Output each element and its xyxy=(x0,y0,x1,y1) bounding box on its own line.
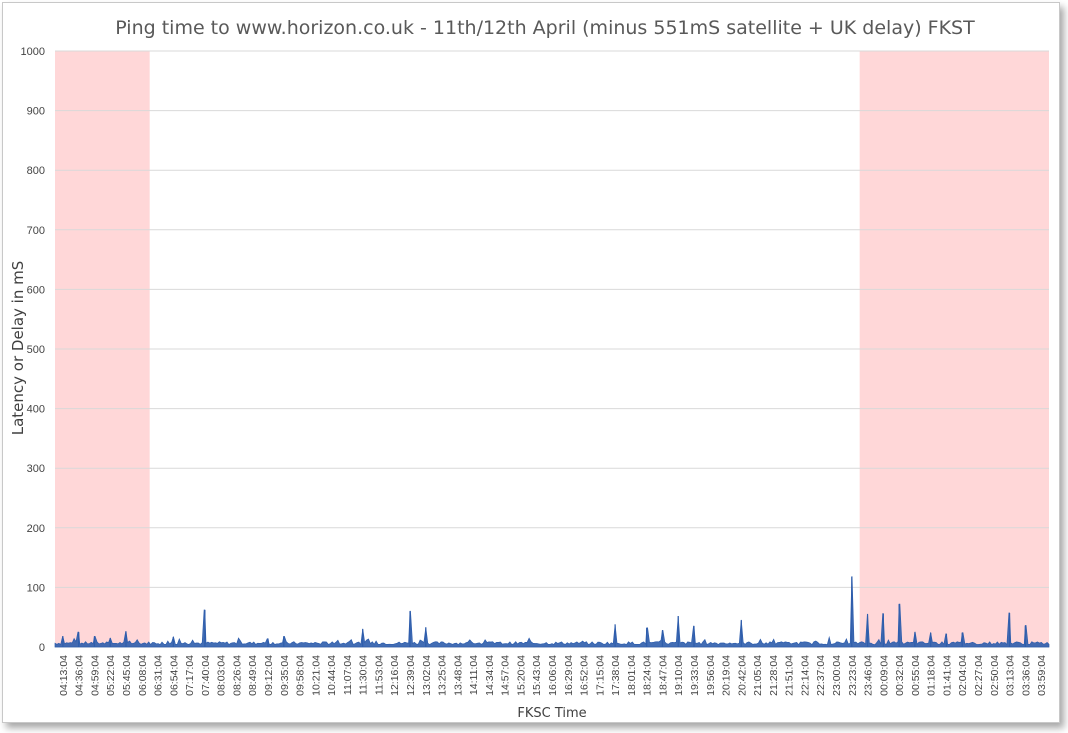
x-tick-label: 00:32:04 xyxy=(894,655,906,696)
y-tick-label: 500 xyxy=(27,344,45,356)
x-tick-label: 07:40:04 xyxy=(200,655,212,696)
x-tick-label: 16:29:04 xyxy=(563,655,575,696)
x-tick-label: 13:48:04 xyxy=(452,655,464,696)
x-tick-label: 23:46:04 xyxy=(863,655,875,696)
x-tick-label: 15:43:04 xyxy=(531,655,543,696)
x-axis-label: FKSC Time xyxy=(517,706,586,721)
x-tick-label: 16:52:04 xyxy=(579,655,591,696)
x-tick-label: 03:36:04 xyxy=(1020,655,1032,696)
x-tick-label: 02:04:04 xyxy=(957,655,969,696)
x-tick-label: 12:39:04 xyxy=(405,655,417,696)
x-tick-label: 09:35:04 xyxy=(279,655,291,696)
x-tick-label: 20:42:04 xyxy=(736,655,748,696)
x-tick-label: 15:20:04 xyxy=(515,655,527,696)
x-tick-label: 01:41:04 xyxy=(941,655,953,696)
x-tick-label: 14:11:04 xyxy=(468,655,480,695)
x-tick-label: 09:12:04 xyxy=(263,655,275,696)
x-tick-label: 08:49:04 xyxy=(247,655,259,696)
y-tick-label: 700 xyxy=(27,225,45,237)
x-tick-label: 20:19:04 xyxy=(721,655,733,696)
x-tick-label: 07:17:04 xyxy=(184,655,196,696)
x-tick-label: 17:15:04 xyxy=(594,655,606,696)
x-tick-label: 23:23:04 xyxy=(847,655,859,696)
y-tick-label: 900 xyxy=(27,106,45,118)
y-tick-label: 100 xyxy=(27,582,45,594)
chart-title: Ping time to www.horizon.co.uk - 11th/12… xyxy=(115,17,975,39)
x-tick-label: 05:45:04 xyxy=(121,655,133,696)
x-tick-label: 18:47:04 xyxy=(657,655,669,696)
y-tick-label: 600 xyxy=(27,284,45,296)
x-tick-label: 12:16:04 xyxy=(389,655,401,696)
y-tick-label: 300 xyxy=(27,463,45,475)
x-tick-label: 02:50:04 xyxy=(989,655,1001,696)
y-tick-label: 400 xyxy=(27,404,45,416)
x-tick-label: 16:06:04 xyxy=(547,655,559,696)
x-tick-label: 17:38:04 xyxy=(610,655,622,696)
x-tick-label: 13:02:04 xyxy=(421,655,433,696)
x-tick-label: 19:56:04 xyxy=(705,655,717,696)
x-tick-label: 00:09:04 xyxy=(878,655,890,696)
x-tick-label: 18:01:04 xyxy=(626,655,638,696)
x-tick-label: 11:53:04 xyxy=(373,655,385,695)
x-tick-label: 19:10:04 xyxy=(673,655,685,696)
x-tick-label: 21:05:04 xyxy=(752,655,764,696)
x-tick-label: 05:22:04 xyxy=(105,655,117,696)
x-tick-label: 04:59:04 xyxy=(89,655,101,696)
x-tick-label: 11:07:04 xyxy=(342,655,354,695)
y-tick-label: 200 xyxy=(27,523,45,535)
x-tick-label: 04:13:04 xyxy=(58,655,70,696)
latency-series-area xyxy=(54,576,1050,648)
x-tick-label: 19:33:04 xyxy=(689,655,701,696)
x-tick-label: 00:55:04 xyxy=(910,655,922,696)
x-tick-label: 21:51:04 xyxy=(784,655,796,696)
x-tick-label: 14:57:04 xyxy=(500,655,512,696)
x-tick-label: 06:54:04 xyxy=(168,655,180,696)
x-tick-label: 18:24:04 xyxy=(642,655,654,696)
x-tick-label: 23:00:04 xyxy=(831,655,843,696)
x-tick-label: 10:44:04 xyxy=(326,655,338,696)
y-tick-label: 0 xyxy=(39,642,45,654)
x-tick-label: 06:31:04 xyxy=(153,655,165,696)
x-tick-label: 03:13:04 xyxy=(1005,655,1017,696)
y-axis-label: Latency or Delay in mS xyxy=(9,261,27,436)
x-tick-label: 06:08:04 xyxy=(137,655,149,696)
x-tick-label: 08:26:04 xyxy=(231,655,243,696)
x-tick-label: 14:34:04 xyxy=(484,655,496,696)
x-tick-label: 01:18:04 xyxy=(926,655,938,696)
x-tick-label: 08:03:04 xyxy=(216,655,228,696)
x-tick-label: 11:30:04 xyxy=(358,655,370,695)
y-tick-label: 1000 xyxy=(21,46,45,58)
x-tick-label: 02:27:04 xyxy=(973,655,985,696)
x-tick-label: 10:21:04 xyxy=(310,655,322,696)
x-tick-label: 22:37:04 xyxy=(815,655,827,696)
x-tick-label: 13:25:04 xyxy=(437,655,449,696)
y-tick-label: 800 xyxy=(27,165,45,177)
x-tick-label: 22:14:04 xyxy=(799,655,811,696)
x-tick-label: 09:58:04 xyxy=(295,655,307,696)
x-tick-label: 21:28:04 xyxy=(768,655,780,696)
x-tick-label: 03:59:04 xyxy=(1036,655,1048,696)
x-tick-label: 04:36:04 xyxy=(74,655,86,696)
